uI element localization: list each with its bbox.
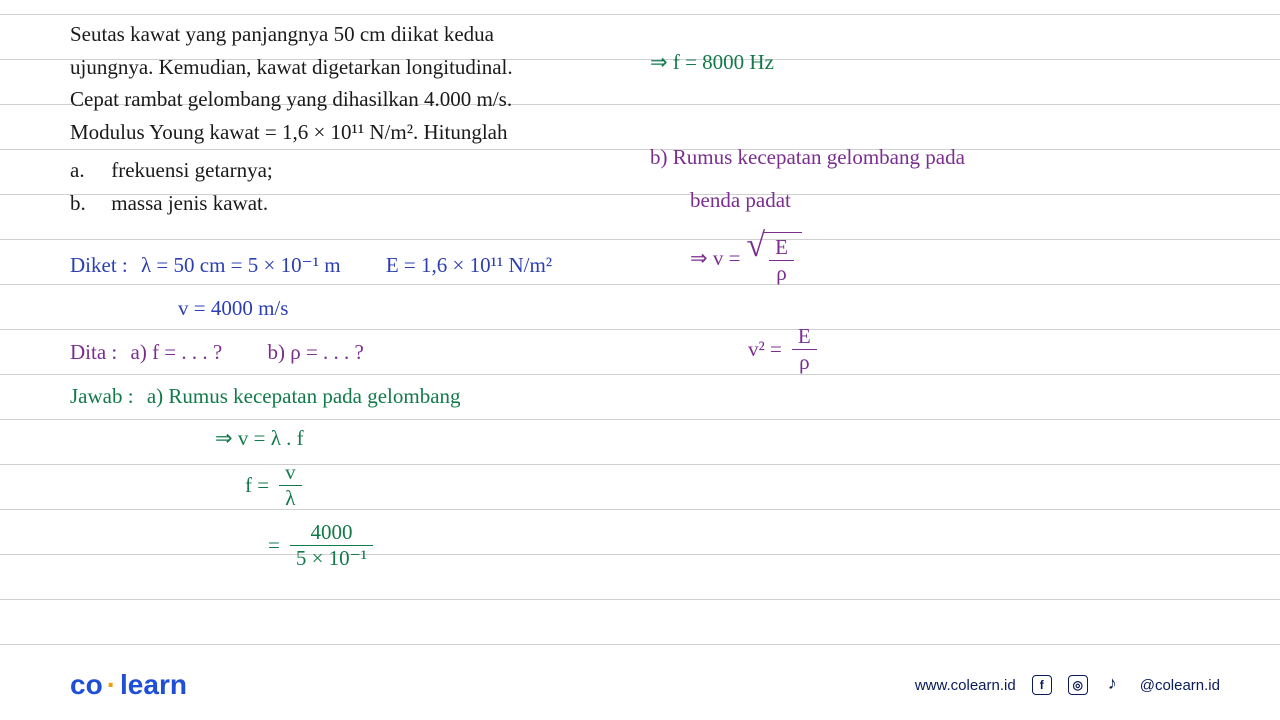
frac-v-lambda: v λ — [279, 462, 302, 509]
result-freq: ⇒ f = 8000 Hz — [650, 50, 774, 75]
diket-label: Diket : — [70, 253, 128, 277]
sqrt-den: ρ — [769, 261, 794, 284]
problem-line: Seutas kawat yang panjangnya 50 cm diika… — [70, 18, 610, 51]
problem-line: Cepat rambat gelombang yang dihasilkan 4… — [70, 83, 610, 116]
option-b: b. massa jenis kawat. — [70, 187, 610, 220]
logo-co: co — [70, 669, 103, 700]
facebook-icon: f — [1032, 675, 1052, 695]
arrow-v-eq: ⇒ v = — [690, 246, 740, 271]
footer: co·learn www.colearn.id f ◎ @colearn.id — [0, 650, 1280, 720]
footer-right: www.colearn.id f ◎ @colearn.id — [915, 675, 1220, 695]
jawab-label: Jawab : — [70, 384, 134, 408]
sqrt-num: E — [769, 237, 794, 261]
option-a-letter: a. — [70, 154, 106, 187]
problem-text: Seutas kawat yang panjangnya 50 cm diika… — [70, 18, 610, 219]
logo-dot-icon: · — [107, 669, 116, 701]
dita-row: Dita : a) f = . . . ? b) ρ = . . . ? — [70, 340, 364, 365]
f-eq: f = — [245, 473, 269, 498]
lambda-expr: λ = 50 cm = 5 × 10⁻¹ m — [141, 253, 341, 277]
frac-rho-den: ρ — [792, 350, 817, 373]
v-sqrt-row: ⇒ v = √ E ρ — [690, 232, 802, 284]
radicand: E ρ — [763, 232, 802, 284]
eq-sign: = — [268, 533, 280, 558]
frac-4000-num: 4000 — [290, 522, 373, 546]
v2-row: v² = E ρ — [748, 326, 817, 373]
diket-row: Diket : λ = 50 cm = 5 × 10⁻¹ m E = 1,6 ×… — [70, 253, 552, 278]
e-expr: E = 1,6 × 10¹¹ N/m² — [386, 253, 552, 277]
instagram-icon: ◎ — [1068, 675, 1088, 695]
jawab-a: a) Rumus kecepatan pada gelombang — [147, 384, 461, 408]
frac-e-num: E — [792, 326, 817, 350]
dita-b: b) ρ = . . . ? — [267, 340, 363, 364]
jawab-row: Jawab : a) Rumus kecepatan pada gelomban… — [70, 384, 461, 409]
footer-handle: @colearn.id — [1140, 677, 1220, 694]
v-expr: v = 4000 m/s — [178, 296, 288, 321]
brand-logo: co·learn — [70, 669, 187, 701]
v2-eq: v² = — [748, 337, 782, 362]
logo-learn: learn — [120, 669, 187, 700]
frac-num: v — [279, 462, 302, 486]
dita-a: a) f = . . . ? — [131, 340, 223, 364]
option-a-text: frekuensi getarnya; — [111, 158, 273, 182]
problem-line: Modulus Young kawat = 1,6 × 10¹¹ N/m². H… — [70, 116, 610, 149]
option-a: a. frekuensi getarnya; — [70, 154, 610, 187]
frac-den: λ — [279, 486, 302, 509]
option-b-text: massa jenis kawat. — [111, 191, 268, 215]
frac-4000: 4000 5 × 10⁻¹ — [290, 522, 373, 569]
footer-url: www.colearn.id — [915, 677, 1016, 694]
tiktok-icon — [1104, 675, 1124, 695]
dita-label: Dita : — [70, 340, 117, 364]
frac-e-rho: E ρ — [792, 326, 817, 373]
step-f-vlambda: f = v λ — [245, 462, 302, 509]
frac-4000-den: 5 × 10⁻¹ — [290, 546, 373, 569]
b-line1: b) Rumus kecepatan gelombang pada — [650, 145, 965, 170]
step-vlf: ⇒ v = λ . f — [215, 426, 304, 451]
problem-line: ujungnya. Kemudian, kawat digetarkan lon… — [70, 51, 610, 84]
option-b-letter: b. — [70, 187, 106, 220]
b-line2: benda padat — [690, 188, 791, 213]
step-4000-frac: = 4000 5 × 10⁻¹ — [268, 522, 373, 569]
sqrt-e-rho: √ E ρ — [746, 232, 802, 284]
